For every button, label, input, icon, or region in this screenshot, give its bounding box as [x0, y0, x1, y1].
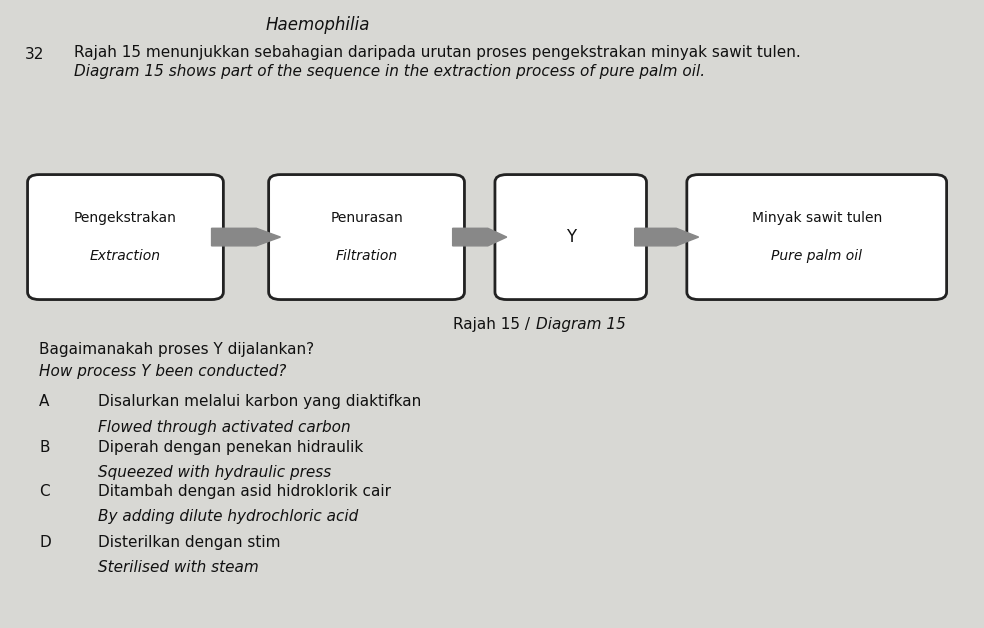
- Text: Squeezed with hydraulic press: Squeezed with hydraulic press: [98, 465, 332, 480]
- Text: Rajah 15 menunjukkan sebahagian daripada urutan proses pengekstrakan minyak sawi: Rajah 15 menunjukkan sebahagian daripada…: [74, 45, 801, 60]
- Text: A: A: [39, 394, 50, 409]
- Polygon shape: [212, 228, 280, 246]
- Text: By adding dilute hydrochloric acid: By adding dilute hydrochloric acid: [98, 509, 358, 524]
- Text: Diperah dengan penekan hidraulik: Diperah dengan penekan hidraulik: [98, 440, 364, 455]
- Text: Y: Y: [566, 228, 576, 246]
- Polygon shape: [635, 228, 699, 246]
- Text: Pengekstrakan: Pengekstrakan: [74, 211, 177, 225]
- Text: B: B: [39, 440, 50, 455]
- Text: Ditambah dengan asid hidroklorik cair: Ditambah dengan asid hidroklorik cair: [98, 484, 392, 499]
- Text: Haemophilia: Haemophilia: [266, 16, 370, 34]
- FancyBboxPatch shape: [28, 175, 223, 300]
- Text: Filtration: Filtration: [336, 249, 398, 263]
- Text: Disalurkan melalui karbon yang diaktifkan: Disalurkan melalui karbon yang diaktifka…: [98, 394, 422, 409]
- Text: 32: 32: [25, 47, 44, 62]
- Text: Bagaimanakah proses Y dijalankan?: Bagaimanakah proses Y dijalankan?: [39, 342, 315, 357]
- Text: Sterilised with steam: Sterilised with steam: [98, 560, 259, 575]
- Text: Diagram 15: Diagram 15: [536, 317, 626, 332]
- Text: Rajah 15 /: Rajah 15 /: [453, 317, 534, 332]
- Text: Diagram 15 shows part of the sequence in the extraction process of pure palm oil: Diagram 15 shows part of the sequence in…: [74, 64, 705, 79]
- Text: C: C: [39, 484, 50, 499]
- FancyBboxPatch shape: [687, 175, 947, 300]
- FancyBboxPatch shape: [495, 175, 646, 300]
- Text: D: D: [39, 535, 51, 550]
- Text: Extraction: Extraction: [90, 249, 161, 263]
- Text: Disterilkan dengan stim: Disterilkan dengan stim: [98, 535, 280, 550]
- Text: Penurasan: Penurasan: [331, 211, 402, 225]
- Text: How process Y been conducted?: How process Y been conducted?: [39, 364, 286, 379]
- Text: Pure palm oil: Pure palm oil: [771, 249, 862, 263]
- Text: Minyak sawit tulen: Minyak sawit tulen: [752, 211, 882, 225]
- Text: Flowed through activated carbon: Flowed through activated carbon: [98, 420, 351, 435]
- Polygon shape: [453, 228, 507, 246]
- FancyBboxPatch shape: [269, 175, 464, 300]
